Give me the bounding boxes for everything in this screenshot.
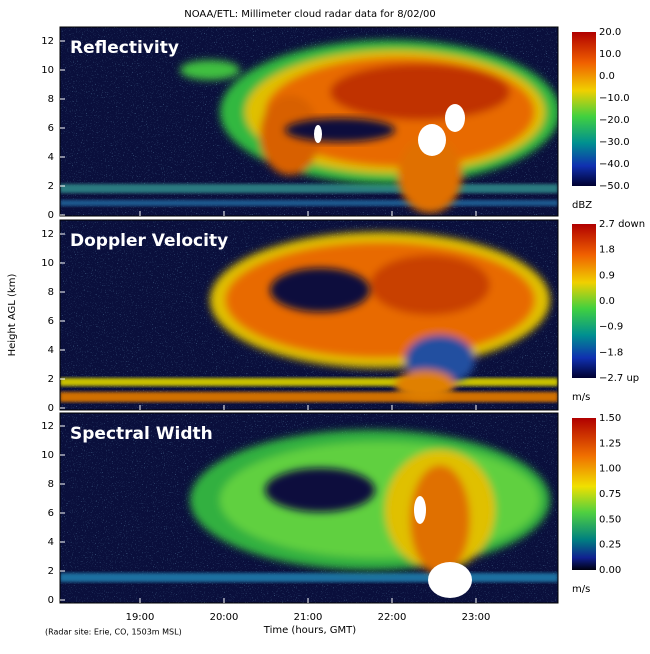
colorbar-label: 0.50 bbox=[599, 514, 621, 525]
colorbar-label: 2.7 down bbox=[599, 219, 645, 230]
colorbar-label: −30.0 bbox=[599, 137, 630, 148]
y-tick-label: 6 bbox=[48, 508, 54, 519]
y-tick-label: 2 bbox=[48, 181, 54, 192]
colorbar-label: 0.0 bbox=[599, 71, 615, 82]
colorbar-label: −1.8 bbox=[599, 347, 623, 358]
y-axis-label: Height AGL (km) bbox=[7, 274, 18, 357]
y-tick-label: 4 bbox=[48, 537, 54, 548]
colorbar-label: −50.0 bbox=[599, 181, 630, 192]
y-tick-label: 10 bbox=[41, 258, 54, 269]
colorbar-label: 10.0 bbox=[599, 49, 621, 60]
y-tick-label: 0 bbox=[48, 210, 54, 221]
y-tick-label: 12 bbox=[41, 36, 54, 47]
colorbar-label: 1.50 bbox=[599, 413, 621, 424]
colorbar-label: −20.0 bbox=[599, 115, 630, 126]
y-tick-label: 6 bbox=[48, 316, 54, 327]
x-tick-label: 22:00 bbox=[378, 612, 407, 623]
colorbar-label: −10.0 bbox=[599, 93, 630, 104]
x-tick-label: 21:00 bbox=[294, 612, 323, 623]
colorbar-label: −2.7 up bbox=[599, 373, 639, 384]
colorbar-label: 0.25 bbox=[599, 540, 621, 551]
y-tick-label: 12 bbox=[41, 421, 54, 432]
colorbar-label: 0.0 bbox=[599, 296, 615, 307]
y-tick-label: 6 bbox=[48, 123, 54, 134]
colorbar-label: 1.8 bbox=[599, 245, 615, 256]
y-tick-label: 8 bbox=[48, 479, 54, 490]
y-tick-label: 8 bbox=[48, 94, 54, 105]
x-axis-label: Time (hours, GMT) bbox=[263, 625, 357, 636]
colorbar-unit: m/s bbox=[572, 584, 590, 595]
doppler-image bbox=[60, 220, 558, 410]
colorbar-label: −0.9 bbox=[599, 322, 623, 333]
panel-label: Reflectivity bbox=[70, 38, 179, 58]
colorbar-label: −40.0 bbox=[599, 159, 630, 170]
y-tick-label: 8 bbox=[48, 287, 54, 298]
colorbars bbox=[572, 32, 596, 570]
colorbar-label: 1.00 bbox=[599, 464, 621, 475]
y-tick-label: 4 bbox=[48, 345, 54, 356]
colorbar-unit: dBZ bbox=[572, 200, 592, 211]
frames bbox=[59, 26, 559, 604]
colorbar-label: 1.25 bbox=[599, 438, 621, 449]
y-tick-label: 10 bbox=[41, 450, 54, 461]
colorbar-unit: m/s bbox=[572, 392, 590, 403]
y-tick-label: 12 bbox=[41, 229, 54, 240]
colorbar-label: 0.75 bbox=[599, 489, 621, 500]
y-tick-label: 2 bbox=[48, 566, 54, 577]
x-tick-label: 19:00 bbox=[126, 612, 155, 623]
panel-label: Spectral Width bbox=[70, 424, 213, 444]
y-tick-label: 10 bbox=[41, 65, 54, 76]
colorbar-label: 0.00 bbox=[599, 565, 621, 576]
y-tick-label: 0 bbox=[48, 595, 54, 606]
colorbar-label: 0.9 bbox=[599, 270, 615, 281]
title: NOAA/ETL: Millimeter cloud radar data fo… bbox=[184, 9, 436, 20]
y-tick-label: 2 bbox=[48, 374, 54, 385]
x-tick-label: 20:00 bbox=[210, 612, 239, 623]
reflectivity-image bbox=[60, 27, 558, 216]
panel-label: Doppler Velocity bbox=[70, 231, 228, 251]
x-tick-label: 23:00 bbox=[462, 612, 491, 623]
footnote: (Radar site: Erie, CO, 1503m MSL) bbox=[45, 628, 182, 637]
spectral-width-image bbox=[60, 413, 558, 603]
y-tick-label: 0 bbox=[48, 403, 54, 414]
colorbar-label: 20.0 bbox=[599, 27, 621, 38]
y-tick-label: 4 bbox=[48, 152, 54, 163]
